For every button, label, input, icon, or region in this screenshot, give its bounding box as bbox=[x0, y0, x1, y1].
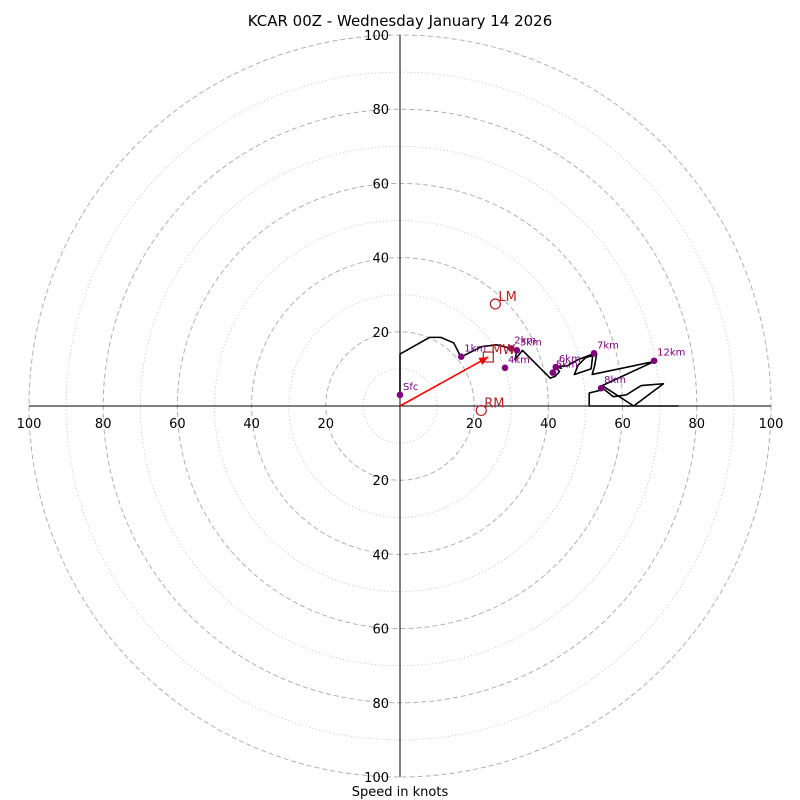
storm-motion-RM bbox=[475, 404, 487, 417]
height-marker-7km bbox=[590, 350, 598, 357]
height-label-1km: 1km bbox=[464, 344, 486, 355]
x-tick-label: 100 bbox=[17, 417, 42, 432]
height-marker-12km bbox=[650, 357, 658, 365]
x-tick-label: 40 bbox=[243, 417, 260, 432]
height-marker-5km bbox=[549, 369, 557, 376]
height-label-5km: 5km bbox=[556, 360, 578, 371]
y-tick-label: 60 bbox=[372, 623, 389, 638]
y-tick-label: 80 bbox=[372, 103, 389, 118]
x-tick-label: 80 bbox=[689, 417, 706, 432]
storm-motion-LM bbox=[489, 298, 501, 310]
y-tick-label: 40 bbox=[372, 252, 389, 267]
height-marker-8km bbox=[597, 384, 605, 392]
height-label-7km: 7km bbox=[597, 340, 619, 351]
x-axis-label: Speed in knots bbox=[352, 785, 449, 800]
height-label-12km: 12km bbox=[657, 348, 685, 359]
height-marker-1km bbox=[457, 353, 465, 360]
shear-vector-line bbox=[399, 356, 489, 407]
height-label-3km: 3km bbox=[520, 337, 542, 348]
y-tick-label: 80 bbox=[372, 697, 389, 712]
x-tick-label: 20 bbox=[466, 417, 483, 432]
trace-line bbox=[399, 336, 680, 407]
height-marker-4km bbox=[501, 364, 509, 372]
y-tick-label: 20 bbox=[372, 474, 389, 489]
y-tick-label: 40 bbox=[372, 548, 389, 563]
x-tick-label: 80 bbox=[95, 417, 112, 432]
y-tick-label: 100 bbox=[364, 29, 389, 44]
height-label-2km: 2km bbox=[514, 335, 536, 346]
height-marker-2km bbox=[508, 345, 515, 352]
y-tick-label: 100 bbox=[364, 771, 389, 786]
storm-motion-label-RM: RM bbox=[484, 396, 504, 411]
chart-title: KCAR 00Z - Wednesday January 14 2026 bbox=[248, 12, 553, 30]
height-marker-6km bbox=[552, 363, 560, 371]
hodograph-trace bbox=[399, 336, 680, 407]
y-tick-label: 60 bbox=[372, 177, 389, 192]
storm-motion-label-MW: MW bbox=[491, 343, 515, 358]
tick-labels: 100 100 80 80 60 60 40 40 20 20 20 20 40 40 60 60 80 80 10… bbox=[17, 29, 784, 786]
storm-motion-label-LM: LM bbox=[498, 290, 516, 305]
x-tick-label: 60 bbox=[614, 417, 631, 432]
x-tick-label: 20 bbox=[318, 417, 335, 432]
height-label-6km: 6km bbox=[559, 354, 581, 365]
height-marker-3km bbox=[513, 347, 521, 354]
x-tick-label: 60 bbox=[169, 417, 186, 432]
y-tick-label: 20 bbox=[372, 326, 389, 341]
height-label-Sfc: Sfc bbox=[403, 382, 418, 393]
height-marker-Sfc bbox=[396, 391, 404, 399]
x-tick-label: 40 bbox=[540, 417, 557, 432]
height-label-4km: 4km bbox=[508, 355, 530, 366]
height-label-8km: 8km bbox=[604, 375, 626, 386]
storm-motion-markers: LM RM MW bbox=[475, 290, 517, 417]
x-tick-label: 100 bbox=[759, 417, 784, 432]
storm-motion-MW bbox=[482, 351, 494, 363]
